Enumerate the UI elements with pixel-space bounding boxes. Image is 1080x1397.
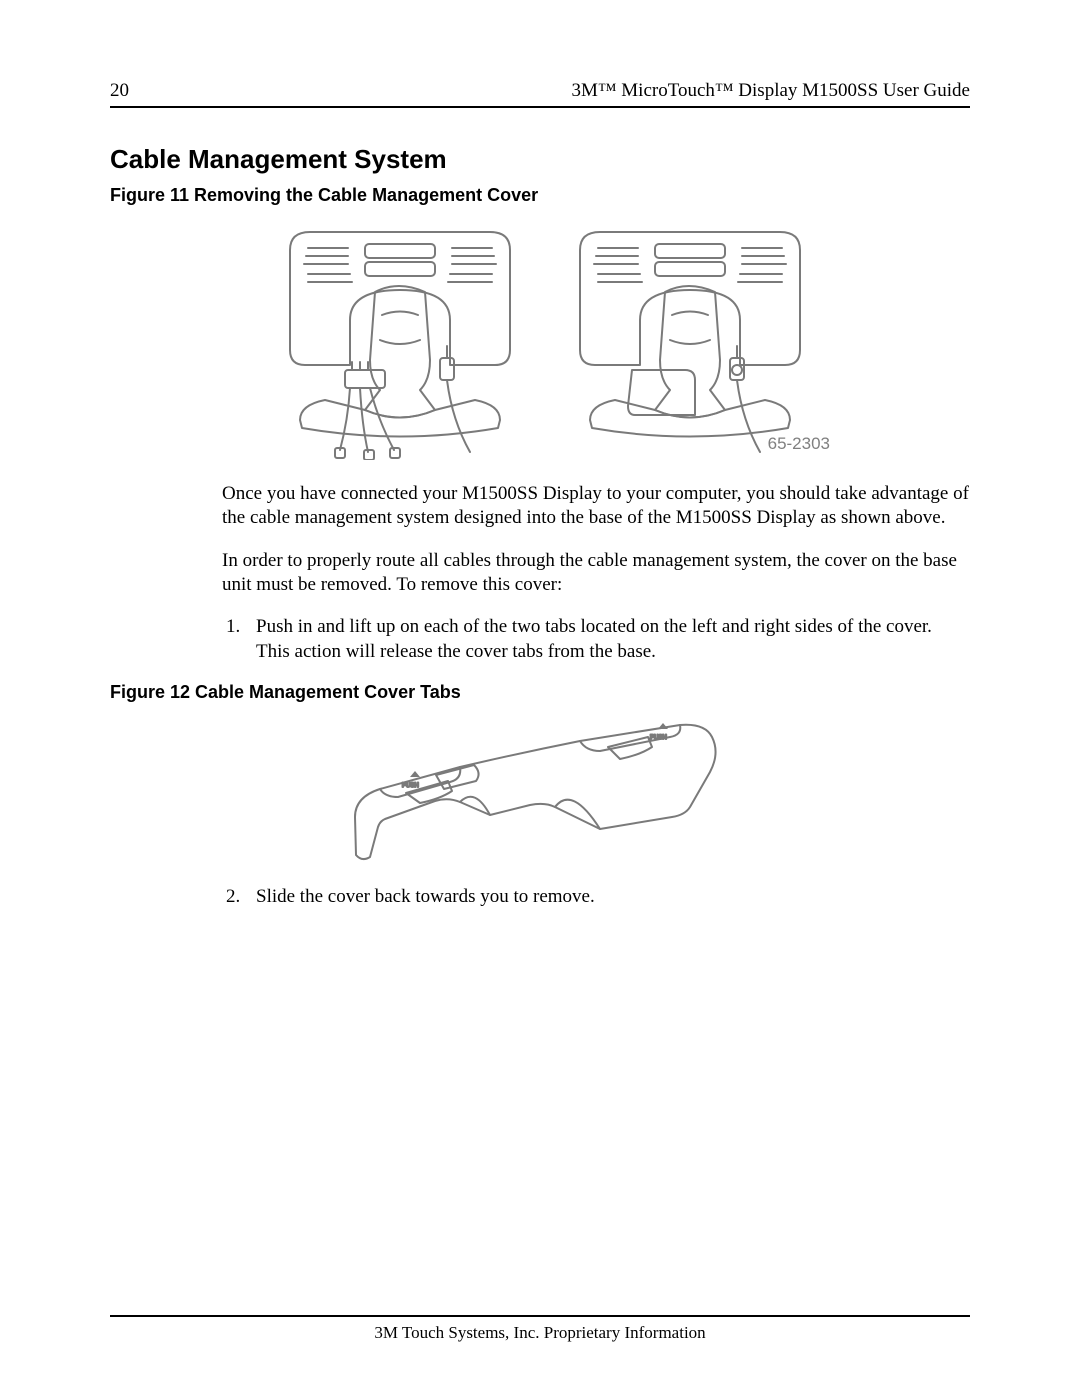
paragraph-2: In order to properly route all cables th… bbox=[222, 549, 970, 598]
figure-11-id: 65-2303 bbox=[768, 434, 830, 454]
figure-11: 65-2303 bbox=[260, 220, 820, 460]
list-item-1: 1. Push in and lift up on each of the tw… bbox=[226, 615, 970, 664]
document-title: 3M™ MicroTouch™ Display M1500SS User Gui… bbox=[572, 80, 970, 102]
figure-11-caption: Figure 11 Removing the Cable Management … bbox=[110, 185, 970, 206]
section-heading: Cable Management System bbox=[110, 144, 970, 175]
list-text: Slide the cover back towards you to remo… bbox=[256, 885, 970, 909]
footer-text: 3M Touch Systems, Inc. Proprietary Infor… bbox=[0, 1323, 1080, 1343]
ordered-list-2: 2. Slide the cover back towards you to r… bbox=[226, 885, 970, 909]
figure-11-drawing bbox=[260, 220, 820, 460]
document-page: 20 3M™ MicroTouch™ Display M1500SS User … bbox=[0, 0, 1080, 1397]
list-item-2: 2. Slide the cover back towards you to r… bbox=[226, 885, 970, 909]
push-label-left: PUSH bbox=[402, 783, 419, 789]
footer-rule bbox=[110, 1315, 970, 1317]
body-text-2: 2. Slide the cover back towards you to r… bbox=[222, 885, 970, 909]
push-label-right: PUSH bbox=[650, 735, 667, 741]
list-number: 1. bbox=[226, 615, 256, 664]
figure-12-caption: Figure 12 Cable Management Cover Tabs bbox=[110, 682, 970, 703]
page-number: 20 bbox=[110, 80, 129, 102]
list-text: Push in and lift up on each of the two t… bbox=[256, 615, 970, 664]
paragraph-1: Once you have connected your M1500SS Dis… bbox=[222, 482, 970, 531]
header-rule bbox=[110, 106, 970, 108]
figure-12-drawing: PUSH PUSH bbox=[340, 717, 740, 867]
page-header: 20 3M™ MicroTouch™ Display M1500SS User … bbox=[110, 80, 970, 102]
figure-12: PUSH PUSH bbox=[340, 717, 740, 867]
ordered-list: 1. Push in and lift up on each of the tw… bbox=[226, 615, 970, 664]
body-text: Once you have connected your M1500SS Dis… bbox=[222, 482, 970, 664]
list-number: 2. bbox=[226, 885, 256, 909]
